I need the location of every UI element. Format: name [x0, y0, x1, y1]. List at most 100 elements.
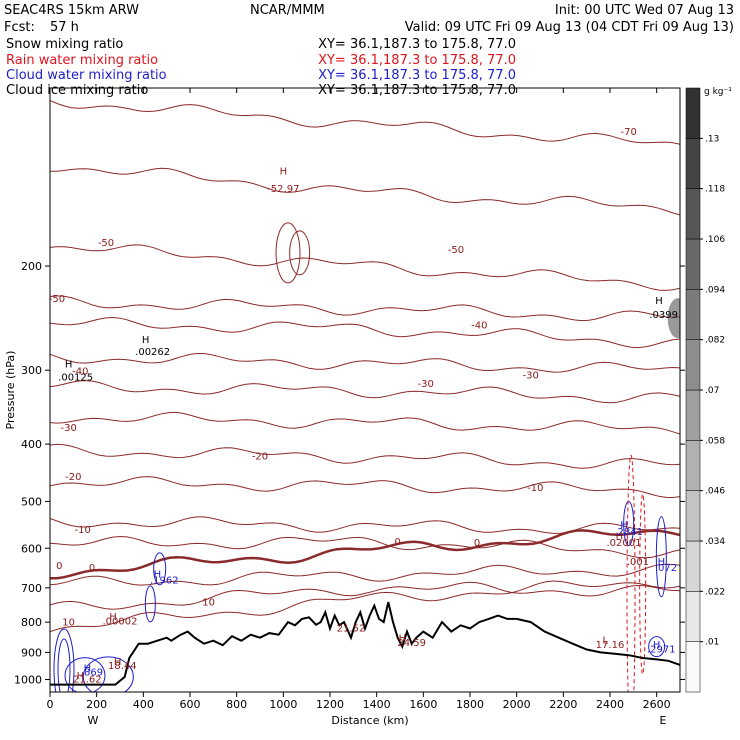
x-tick-label: 2600 — [643, 698, 671, 711]
cloud-water-contour — [64, 657, 106, 692]
contour-label: -10 — [527, 483, 543, 494]
contour-label: 0 — [56, 561, 62, 572]
isotherm--30 — [50, 380, 680, 404]
colorbar-label: .01 — [705, 638, 719, 648]
contour-label: .00002 — [103, 617, 138, 628]
temperature-contours — [50, 100, 680, 633]
contour-label: .2971 — [647, 644, 676, 655]
colorbar-label: .058 — [705, 436, 725, 446]
colorbar-swatch — [685, 591, 701, 642]
x-tick-label: 2200 — [549, 698, 577, 711]
cloud-water-contour — [53, 628, 75, 692]
contour-label: H — [154, 569, 162, 580]
cloud-water-contour — [144, 585, 156, 623]
x-tick-label: 800 — [226, 698, 247, 711]
y-tick-label: 500 — [21, 495, 42, 508]
field-name-cloud-water: Cloud water mixing ratio — [6, 68, 167, 83]
header-fcst-label: Fcst: — [4, 20, 35, 35]
contour-label: H — [658, 557, 666, 568]
y-tick-label: 200 — [21, 260, 42, 273]
field-name-snow: Snow mixing ratio — [6, 37, 123, 52]
colorbar-label: .082 — [705, 336, 725, 346]
contour-label: H — [655, 296, 663, 307]
contour-label: H — [280, 166, 288, 177]
colorbar-label: .022 — [705, 587, 725, 597]
x-end-label-west: W — [88, 714, 99, 727]
isotherm-intermediate — [50, 563, 680, 586]
cloud-ice-shading — [667, 298, 680, 339]
plot-frame — [49, 87, 681, 693]
contour-label: -50 — [98, 238, 114, 249]
contour-label: .072 — [655, 563, 677, 574]
isotherm--60 — [50, 167, 680, 216]
x-axis-label: Distance (km) — [331, 714, 408, 727]
isotherm--40 — [50, 316, 680, 349]
field-xy-cloud-ice: XY= 36.1,187.3 to 175.8, 77.0 — [318, 83, 516, 98]
x-tick-label: 2000 — [503, 698, 531, 711]
contour-label: .0399 — [649, 310, 678, 321]
cloud-water-contour — [57, 638, 71, 692]
colorbar-label: .13 — [705, 134, 719, 144]
contour-label: -70 — [620, 127, 636, 138]
rain-water-contour — [626, 454, 636, 692]
isotherm-intermediate — [50, 295, 680, 322]
cloud-water-contour — [82, 656, 134, 692]
x-end-label-east: E — [660, 714, 667, 727]
contour-label: 0 — [394, 537, 400, 548]
contour-label: 0 — [474, 538, 480, 549]
contour-label: -30 — [522, 371, 538, 382]
header-valid: Valid: 09 UTC Fri 09 Aug 13 (04 CDT Fri … — [405, 20, 734, 35]
contour-label: 24.59 — [397, 638, 426, 649]
contour-label: -30 — [417, 379, 433, 390]
contour-label: H — [653, 640, 661, 651]
contour-label: .00125 — [58, 372, 93, 383]
contour-labels: -70 -50 -50 -50 -40 -40 -30 -30 -30 -20 -20 -10 -10 0… — [49, 127, 678, 686]
isotherm-intermediate — [50, 353, 680, 373]
x-tick-label: 1200 — [316, 698, 344, 711]
contour-label: .00262 — [135, 347, 170, 358]
colorbar-swatch — [685, 138, 701, 189]
contour-label: H — [109, 612, 117, 623]
colorbar-label: .046 — [705, 487, 725, 497]
field-xy-cloud-water: XY= 36.1,187.3 to 175.8, 77.0 — [318, 68, 516, 83]
header: SEAC4RS 15km ARW NCAR/MMM Init: 00 UTC W… — [4, 3, 734, 98]
contour-label: H — [616, 532, 624, 543]
contour-label: .1962 — [150, 575, 179, 586]
x-tick-label: 1000 — [269, 698, 297, 711]
header-fcst-value: 57 h — [50, 20, 79, 35]
contour-label: 21.52 — [337, 624, 366, 635]
x-tick-label: 1600 — [409, 698, 437, 711]
y-axis-label: Pressure (hPa) — [4, 351, 17, 430]
contour-label: 18.44 — [108, 661, 137, 672]
contour-label: -20 — [252, 452, 268, 463]
contour-label: H — [114, 657, 122, 668]
x-tick-label: 400 — [133, 698, 154, 711]
x-tick-label: 200 — [86, 698, 107, 711]
colorbar-swatch — [685, 238, 701, 290]
contour-label: H — [399, 634, 407, 645]
contour-label: H — [84, 664, 92, 675]
contour-label: -52.97 — [267, 184, 299, 195]
contour-label: -40 — [72, 366, 88, 377]
contour-label: -50 — [49, 294, 65, 305]
y-tick-label: 700 — [21, 582, 42, 595]
colorbar-swatch — [685, 289, 701, 340]
cloud-water-contour — [153, 552, 167, 586]
field-name-cloud-ice: Cloud ice mixing ratio — [6, 83, 148, 98]
contour-label: .869 — [81, 668, 103, 679]
y-tick-label: 400 — [21, 438, 42, 451]
isotherm-0 — [50, 529, 680, 580]
y-tick-label: 800 — [21, 616, 42, 629]
x-tick-label: 2400 — [596, 698, 624, 711]
contour-label: H — [77, 671, 85, 682]
y-tick-label: 900 — [21, 646, 42, 659]
cloud-water-contour — [655, 516, 667, 598]
colorbar-swatch — [685, 490, 701, 542]
header-init: Init: 00 UTC Wed 07 Aug 13 — [555, 3, 734, 18]
contour-label: 0 — [89, 563, 95, 574]
contour-label: -10 — [74, 525, 90, 536]
colorbar-swatch — [685, 641, 701, 693]
colorbar: .01 .022 .034 .046 .058 .07 .082 .094 .106 .118 .1… — [685, 87, 725, 693]
